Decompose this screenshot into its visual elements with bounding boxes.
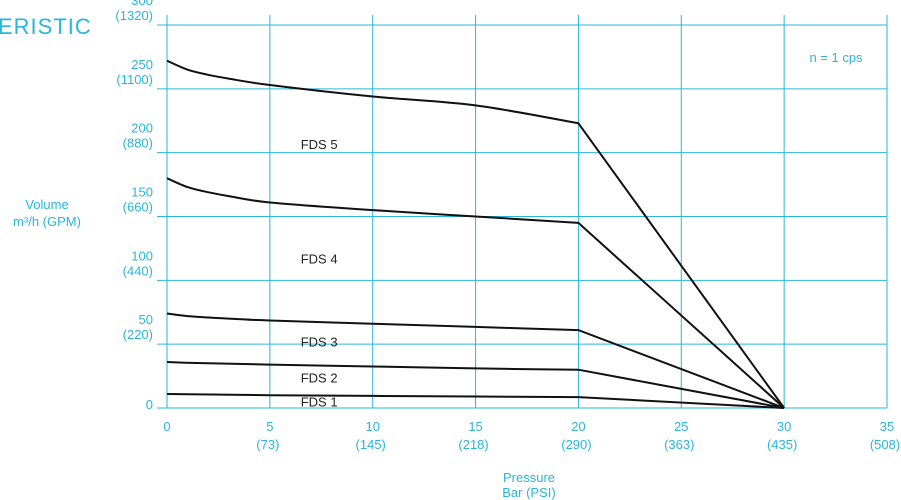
y-axis-title: Volume m³/h (GPM) bbox=[13, 197, 81, 229]
y-tick-sublabel: (1100) bbox=[116, 72, 153, 87]
series-label-fds-4: FDS 4 bbox=[301, 252, 338, 267]
x-axis-title-line1: Pressure bbox=[503, 470, 555, 485]
x-tick-label: 20 bbox=[571, 419, 585, 434]
curve-fds-5 bbox=[166, 59, 785, 409]
x-tick-label: 15 bbox=[468, 419, 482, 434]
y-tick-label: 100 bbox=[131, 248, 153, 263]
x-tick-sublabel: (218) bbox=[458, 437, 488, 452]
x-tick-label: 5 bbox=[266, 419, 273, 434]
x-tick-label: 30 bbox=[777, 419, 791, 434]
series-label-fds-1: FDS 1 bbox=[301, 395, 338, 410]
y-tick-sublabel: (660) bbox=[123, 200, 153, 215]
series-labels: FDS 1 FDS 2 FDS 3 FDS 4 FDS 5 bbox=[301, 137, 338, 410]
series-label-fds-5: FDS 5 bbox=[301, 137, 338, 152]
x-tick-sublabel: (73) bbox=[256, 437, 279, 452]
y-tick-label: 150 bbox=[131, 185, 153, 200]
y-tick-sublabel: (440) bbox=[123, 263, 153, 278]
y-tick-label: 300 bbox=[131, 0, 153, 8]
y-tick-sublabel: (1320) bbox=[115, 8, 153, 23]
y-axis-title-line1: Volume bbox=[25, 197, 68, 212]
y-tick-label: 200 bbox=[131, 121, 153, 136]
y-tick-label: 50 bbox=[139, 312, 153, 327]
y-axis-title-line2: m³/h (GPM) bbox=[13, 214, 81, 229]
series-label-fds-2: FDS 2 bbox=[301, 370, 338, 385]
curve-fds-4 bbox=[166, 177, 785, 409]
x-tick-sublabel: (145) bbox=[356, 437, 386, 452]
series-curves bbox=[166, 59, 785, 409]
x-axis-title: Pressure Bar (PSI) bbox=[502, 470, 555, 500]
x-tick-label: 10 bbox=[365, 419, 379, 434]
x-tick-sublabel: (435) bbox=[767, 437, 797, 452]
curve-fds-1 bbox=[166, 393, 785, 409]
x-axis-ticks: 0 5 (73) 10 (145) 15 (218) 20 (290) 25 (363) 30 (435… bbox=[163, 419, 900, 452]
viscosity-annotation: n = 1 cps bbox=[809, 50, 863, 65]
y-axis-ticks: 0 50(220) 100(440) 150(660) 200(880) 250(1100… bbox=[115, 0, 153, 412]
y-tick-label: 0 bbox=[146, 397, 153, 412]
x-tick-label: 35 bbox=[880, 419, 894, 434]
curve-fds-2 bbox=[166, 361, 785, 409]
x-axis-title-line2: Bar (PSI) bbox=[502, 485, 555, 500]
series-label-fds-3: FDS 3 bbox=[301, 335, 338, 350]
y-tick-label: 250 bbox=[131, 57, 153, 72]
x-tick-sublabel: (290) bbox=[561, 437, 591, 452]
x-tick-sublabel: (363) bbox=[664, 437, 694, 452]
x-tick-label: 0 bbox=[163, 419, 170, 434]
x-tick-sublabel: (508) bbox=[870, 437, 900, 452]
curve-fds-3 bbox=[166, 312, 785, 409]
chart-title: ERISTIC bbox=[0, 14, 92, 39]
grid bbox=[157, 15, 888, 409]
y-tick-sublabel: (220) bbox=[123, 327, 153, 342]
y-tick-sublabel: (880) bbox=[123, 136, 153, 151]
x-tick-label: 25 bbox=[674, 419, 688, 434]
